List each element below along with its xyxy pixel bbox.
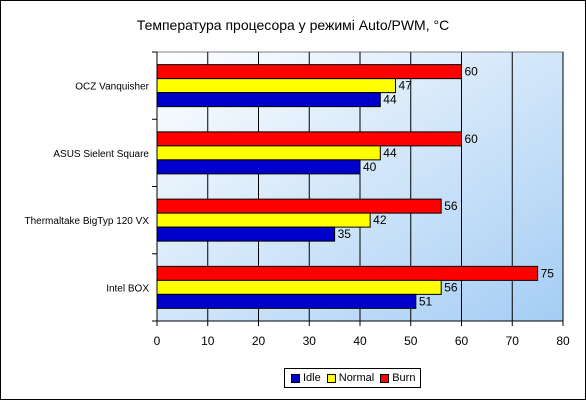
category-label: OCZ Vanquisher: [75, 82, 149, 93]
bar: [156, 212, 371, 228]
bar: [156, 226, 336, 242]
legend: Idle Normal Burn: [284, 368, 422, 388]
legend-item: Idle: [291, 372, 321, 384]
category-label: ASUS Sielent Square: [53, 149, 149, 160]
data-label: 44: [383, 146, 397, 160]
legend-label: Normal: [338, 372, 375, 384]
bar: [156, 159, 361, 175]
data-label: 40: [363, 160, 377, 174]
x-tick-label: 70: [506, 334, 520, 348]
x-tick-label: 10: [201, 334, 215, 348]
x-tick-label: 30: [303, 334, 317, 348]
x-tick-label: 50: [404, 334, 418, 348]
bar: [156, 64, 462, 80]
data-label: 56: [444, 199, 458, 213]
data-label: 44: [383, 93, 397, 107]
data-label: 56: [444, 280, 458, 294]
legend-label: Idle: [303, 372, 321, 384]
x-tick-label: 80: [556, 334, 570, 348]
bar: [156, 265, 539, 281]
x-tick-label: 20: [252, 334, 266, 348]
data-label: 60: [465, 65, 479, 79]
legend-label: Burn: [392, 372, 416, 384]
data-label: 75: [541, 266, 555, 280]
legend-swatch: [291, 373, 300, 383]
x-tick-label: 40: [353, 334, 367, 348]
chart-title: Температура процесора у режимі Auto/PWM,…: [136, 17, 450, 33]
data-label: 51: [419, 294, 433, 308]
category-label: Intel BOX: [106, 283, 149, 294]
x-tick-label: 60: [455, 334, 469, 348]
category-label: Thermaltake BigTyp 120 VX: [24, 216, 149, 227]
bar: [156, 279, 442, 295]
data-label: 60: [465, 132, 479, 146]
legend-swatch: [326, 373, 336, 383]
bar: [156, 198, 442, 214]
bar: [156, 78, 397, 94]
bar: [156, 293, 417, 309]
legend-swatch: [380, 373, 390, 383]
data-label: 35: [338, 227, 352, 241]
bar: [156, 145, 381, 161]
bar: [156, 131, 462, 147]
legend-item: Normal: [326, 372, 375, 384]
data-label: 42: [373, 213, 387, 227]
axes: 0 10 20 30 40 50 60 70 80 OCZ Vanquisher ASUS Siel…: [24, 51, 570, 348]
legend-item: Burn: [380, 372, 415, 384]
data-label: 47: [399, 79, 413, 93]
bar: [156, 92, 381, 108]
x-tick-label: 0: [154, 334, 161, 348]
